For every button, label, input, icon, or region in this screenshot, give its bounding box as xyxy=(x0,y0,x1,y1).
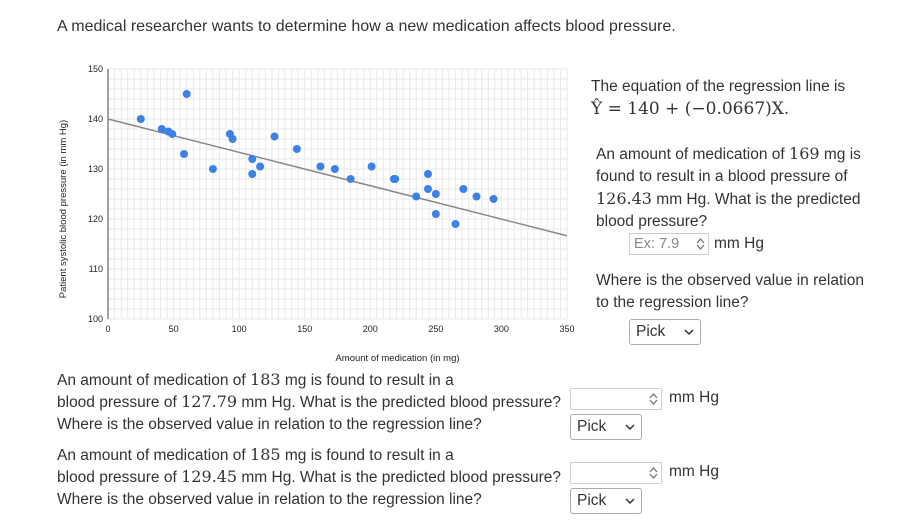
spinner-icon[interactable] xyxy=(649,392,658,406)
q3-position-select[interactable]: Pick xyxy=(570,488,642,514)
data-point xyxy=(292,145,301,153)
x-tick-label: 300 xyxy=(494,324,509,334)
data-point xyxy=(431,190,440,198)
data-point xyxy=(472,192,481,201)
y-tick-label: 140 xyxy=(88,114,103,124)
data-point xyxy=(180,150,189,158)
regression-equation: The equation of the regression line is Ŷ… xyxy=(591,76,861,120)
data-point xyxy=(423,170,432,178)
q3-text-b: mg is found to result in a xyxy=(280,447,454,464)
data-point xyxy=(431,210,440,218)
x-tick-label: 100 xyxy=(232,324,247,334)
data-point xyxy=(228,135,237,143)
q2-text-d: mm Hg. What is the predicted blood press… xyxy=(237,394,561,411)
q1-text-c: mm Hg. What is the predicted blood press… xyxy=(596,191,861,230)
spinner-icon[interactable] xyxy=(696,237,705,251)
data-point xyxy=(157,125,166,133)
data-point xyxy=(451,220,460,228)
data-point xyxy=(346,175,355,183)
y-axis-label: Patient systolic blood pressure (in mm H… xyxy=(58,120,69,298)
data-point xyxy=(168,130,177,138)
q3-line-2: blood pressure of 129.45 mm Hg. What is … xyxy=(57,467,561,487)
x-tick-label: 250 xyxy=(428,324,443,334)
data-point xyxy=(248,170,257,178)
q1-unit-label: mm Hg xyxy=(714,235,764,252)
q3-text-a: An amount of medication of xyxy=(57,447,251,464)
data-point xyxy=(367,162,376,171)
q3-unit-label: mm Hg xyxy=(669,463,719,480)
q1-where-text: Where is the observed value in relation … xyxy=(596,272,864,311)
q1-input-placeholder: Ex: 7.9 xyxy=(634,236,680,252)
data-point xyxy=(182,90,191,98)
q2-pressure-value: 127.79 xyxy=(181,392,238,411)
data-point xyxy=(423,185,432,193)
data-point xyxy=(412,192,421,201)
data-point xyxy=(459,185,468,193)
y-tick-label: 120 xyxy=(88,214,103,224)
q1-text-b: mg is found to result in a blood pressur… xyxy=(596,146,861,185)
q3-text-d: mm Hg. What is the predicted blood press… xyxy=(237,469,561,486)
q2-text-c: blood pressure of xyxy=(57,394,182,411)
y-tick-label: 150 xyxy=(88,64,103,74)
x-tick-label: 200 xyxy=(363,324,378,334)
intro-text: A medical researcher wants to determine … xyxy=(57,18,676,35)
chevron-down-icon xyxy=(625,498,635,505)
y-tick-label: 100 xyxy=(88,314,103,324)
q2-line-2: blood pressure of 127.79 mm Hg. What is … xyxy=(57,392,561,412)
q3-text-c: blood pressure of xyxy=(57,469,182,486)
data-point xyxy=(316,162,325,171)
y-tick-label: 130 xyxy=(88,164,103,174)
q3-where-text: Where is the observed value in relation … xyxy=(57,491,482,508)
data-point xyxy=(208,165,217,173)
scatter-chart: 100 110 120 130 140 150 0 50 100 150 200 250 300 350 A… xyxy=(50,56,590,366)
data-point xyxy=(330,165,339,173)
q1-select-label: Pick xyxy=(636,323,666,340)
x-tick-label: 50 xyxy=(169,324,179,334)
q2-text-b: mg is found to result in a xyxy=(280,372,454,389)
q1-predicted-input[interactable]: Ex: 7.9 xyxy=(629,233,709,255)
equation-math: Ŷ = 140 + (−0.0667)X. xyxy=(591,99,790,119)
data-point xyxy=(391,175,400,183)
scatter-plot-svg: 100 110 120 130 140 150 0 50 100 150 200 250 300 350 A… xyxy=(58,64,575,364)
x-tick-label: 0 xyxy=(105,324,110,334)
chevron-down-icon xyxy=(684,329,694,336)
data-point xyxy=(248,155,257,163)
y-tick-label: 110 xyxy=(89,264,103,274)
q3-predicted-input[interactable] xyxy=(570,462,662,484)
q2-text-a: An amount of medication of xyxy=(57,372,251,389)
q2-unit-label: mm Hg xyxy=(669,389,719,406)
q2-medication-value: 183 xyxy=(250,370,281,389)
q1-medication-value: 169 xyxy=(789,144,820,163)
data-point xyxy=(136,115,145,123)
q2-select-label: Pick xyxy=(577,418,607,435)
q2-position-select[interactable]: Pick xyxy=(570,414,642,440)
q2-where-text: Where is the observed value in relation … xyxy=(57,416,482,433)
q2-predicted-input[interactable] xyxy=(570,388,662,410)
data-point xyxy=(489,195,498,203)
chevron-down-icon xyxy=(625,424,635,431)
equation-prefix: The equation of the regression line is xyxy=(591,78,846,95)
data-point xyxy=(270,132,279,141)
q1-text-a: An amount of medication of xyxy=(596,146,790,163)
q3-medication-value: 185 xyxy=(250,445,281,464)
q1-pressure-value: 126.43 xyxy=(596,189,652,208)
data-point xyxy=(256,162,265,171)
q3-line-1: An amount of medication of 185 mg is fou… xyxy=(57,445,454,465)
regression-line xyxy=(107,118,568,237)
spinner-icon[interactable] xyxy=(649,466,658,480)
q2-line-1: An amount of medication of 183 mg is fou… xyxy=(57,370,454,390)
q1-position-select[interactable]: Pick xyxy=(629,319,701,345)
x-tick-label: 150 xyxy=(297,324,312,334)
x-axis-label: Amount of medication (in mg) xyxy=(335,353,459,364)
question-1-text: An amount of medication of 169 mg is fou… xyxy=(596,143,866,233)
q3-select-label: Pick xyxy=(577,492,607,509)
x-tick-label: 350 xyxy=(559,324,574,334)
q3-pressure-value: 129.45 xyxy=(181,467,238,486)
